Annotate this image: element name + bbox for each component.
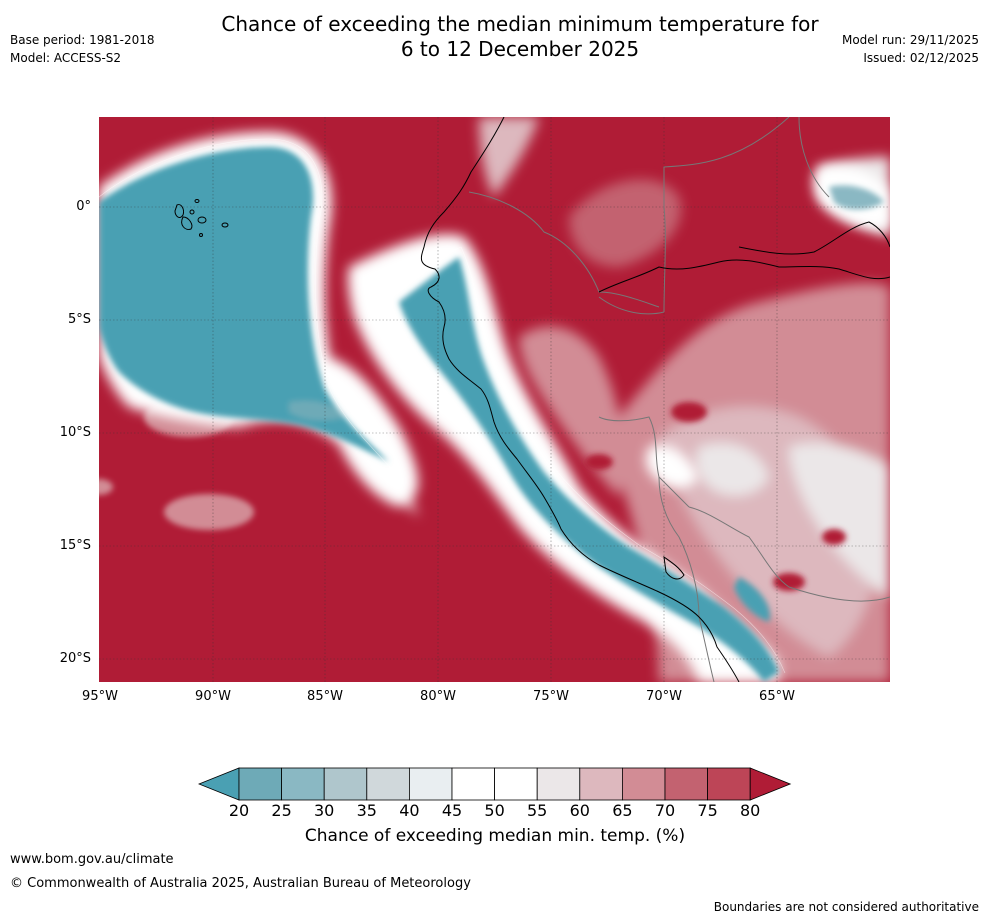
lon-label: 80°W <box>420 689 456 704</box>
galapagos-islands <box>174 199 229 237</box>
map-canvas <box>99 117 890 682</box>
legend-extend-low <box>198 767 240 801</box>
legend-tick-label: 40 <box>399 801 420 820</box>
legend-tick-label: 75 <box>697 801 718 820</box>
contour-lines <box>99 138 786 674</box>
legend-label: Chance of exceeding median min. temp. (%… <box>304 826 686 846</box>
lon-label: 65°W <box>759 689 795 704</box>
website-link[interactable]: www.bom.gov.au/climate <box>10 852 174 867</box>
lon-label: 95°W <box>82 689 118 704</box>
page-title: Chance of exceeding the median minimum t… <box>190 12 850 62</box>
legend-swatches <box>198 767 792 801</box>
legend-tick-label: 20 <box>228 801 250 820</box>
country-borders <box>468 117 890 682</box>
legend-tick-label: 55 <box>527 801 548 820</box>
legend-swatch <box>579 767 623 801</box>
legend-swatch <box>238 767 282 801</box>
legend-swatch <box>621 767 666 801</box>
lat-label: 0° <box>76 199 91 214</box>
lon-label: 90°W <box>195 689 231 704</box>
legend-colorbar <box>198 767 792 801</box>
legend-swatch <box>408 767 453 801</box>
legend-tick-label: 30 <box>314 801 335 820</box>
graticule <box>99 117 890 682</box>
lat-label: 10°S <box>59 425 91 440</box>
legend-swatch <box>281 767 325 801</box>
legend-swatch <box>536 767 581 801</box>
lat-label: 20°S <box>59 651 91 666</box>
legend-tick-label: 25 <box>271 801 292 820</box>
legend-swatch <box>494 767 538 801</box>
lat-label: 15°S <box>59 538 91 553</box>
model-run-text: Model run: 29/11/2025 <box>841 33 979 47</box>
copyright-text: © Commonwealth of Australia 2025, Austra… <box>10 876 471 891</box>
lon-label: 70°W <box>646 689 682 704</box>
legend-swatch <box>366 767 410 801</box>
legend-tick-label: 70 <box>654 801 676 820</box>
forecast-map[interactable] <box>99 117 890 682</box>
lon-label: 75°W <box>533 689 569 704</box>
disclaimer-text: Boundaries are not considered authoritat… <box>713 900 979 914</box>
title-line-1: Chance of exceeding the median minimum t… <box>221 12 819 36</box>
legend-tick-label: 65 <box>612 801 633 820</box>
title-line-2: 6 to 12 December 2025 <box>400 37 640 61</box>
legend-tick-label: 50 <box>484 801 505 820</box>
legend-swatch <box>707 767 751 801</box>
model-text: Model: ACCESS-S2 <box>10 51 122 65</box>
low-probability-layer <box>99 147 884 682</box>
legend-extend-high <box>749 767 792 801</box>
coastline <box>420 117 890 682</box>
lat-label: 5°S <box>67 312 91 327</box>
legend-swatch <box>323 767 368 801</box>
base-period-text: Base period: 1981-2018 <box>10 33 155 47</box>
legend-tick-label: 35 <box>356 801 377 820</box>
lon-label: 85°W <box>307 689 343 704</box>
legend-tick-label: 45 <box>441 801 463 820</box>
legend-swatch <box>664 767 708 801</box>
legend-tick-label: 80 <box>740 801 761 820</box>
issued-text: Issued: 02/12/2025 <box>863 51 979 65</box>
legend-swatch <box>451 767 495 801</box>
legend-tick-label: 60 <box>569 801 590 820</box>
